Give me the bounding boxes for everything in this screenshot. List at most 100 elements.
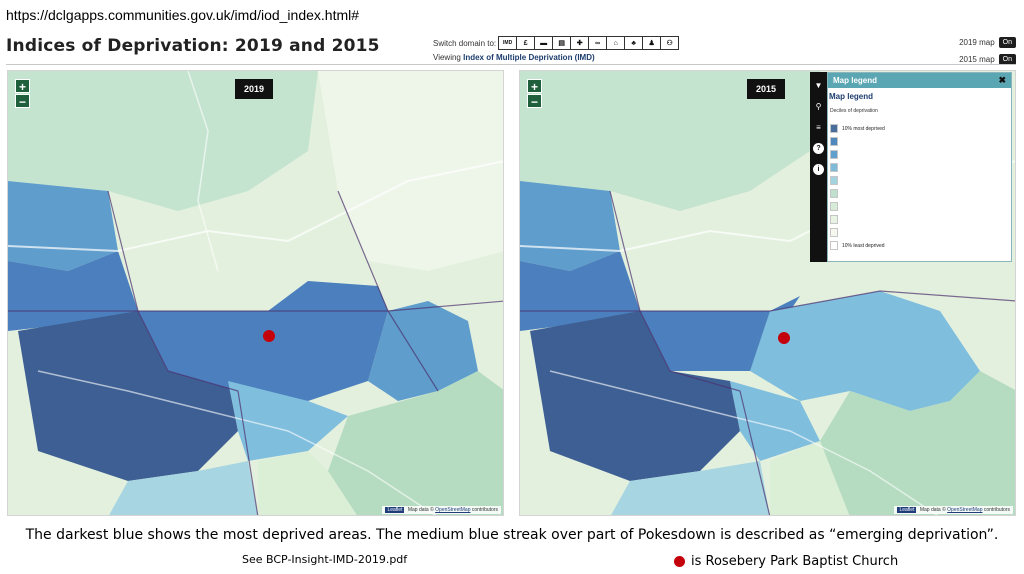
legend-swatch xyxy=(830,150,838,159)
environment-icon[interactable]: ♣ xyxy=(624,36,644,50)
decile-3-area xyxy=(8,181,118,271)
source-note: See BCP-Insight-IMD-2019.pdf xyxy=(242,553,408,566)
decile-3-east xyxy=(368,301,478,401)
map-2019[interactable]: + − 2019 Leaflet Map data © OpenStreetMa… xyxy=(7,70,504,516)
page-url: https://dclgapps.communities.gov.uk/imd/… xyxy=(6,7,360,23)
map-attribution: Leaflet Map data © OpenStreetMap contrib… xyxy=(894,506,1013,514)
attribution-contributors: contributors xyxy=(983,507,1010,513)
close-icon[interactable]: ✖ xyxy=(998,75,1006,85)
legend-item xyxy=(830,213,1011,226)
legend-subtitle: Deciles of deprivation xyxy=(830,108,878,114)
toggle-2019-label: 2019 map xyxy=(959,38,995,47)
toggle-2015-map[interactable]: 2015 map On xyxy=(959,54,1016,65)
menu-icon[interactable]: ≡ xyxy=(816,123,821,132)
legend-swatch xyxy=(830,163,838,172)
attribution-text: Map data © xyxy=(407,507,434,513)
legend-swatch xyxy=(830,176,838,185)
map-2015-canvas[interactable] xyxy=(520,71,1016,516)
crime-icon[interactable]: ∞ xyxy=(588,36,608,50)
osm-link[interactable]: OpenStreetMap xyxy=(947,507,983,513)
legend-swatch xyxy=(830,137,838,146)
map-2015-zoom-controls: + − xyxy=(527,79,542,109)
education-icon[interactable]: ▤ xyxy=(552,36,572,50)
decile-9-area xyxy=(318,71,503,271)
toggle-2019-map[interactable]: 2019 map On xyxy=(959,37,1016,48)
road-line xyxy=(8,160,503,253)
legend-item xyxy=(830,135,1011,148)
decile-4-area xyxy=(750,291,980,411)
map-legend-panel: Map legend ✖ Map legend Deciles of depri… xyxy=(827,72,1012,262)
legend-header: Map legend ✖ xyxy=(828,73,1011,88)
legend-item: 10% least deprived xyxy=(830,239,1011,252)
map-year-badge: 2019 xyxy=(235,79,274,99)
road-line xyxy=(549,370,939,515)
map-2019-canvas[interactable] xyxy=(8,71,504,516)
viewing-domain: Index of Multiple Deprivation (IMD) xyxy=(463,53,595,62)
legend-item-label: 10% least deprived xyxy=(842,242,885,249)
ward-boundary xyxy=(107,190,259,515)
legend-swatch xyxy=(830,124,838,133)
switch-domain-label: Switch domain to: xyxy=(433,38,497,48)
imd-icon[interactable]: IMD xyxy=(498,36,518,50)
health-icon[interactable]: ✚ xyxy=(570,36,590,50)
info-icon[interactable]: i xyxy=(813,164,824,175)
decile-1-area xyxy=(530,311,740,481)
decile-7-area xyxy=(520,71,820,211)
legend-swatch xyxy=(830,189,838,198)
search-icon[interactable]: ⚲ xyxy=(815,102,822,111)
decile-4-area xyxy=(228,381,348,461)
help-icon[interactable]: ? xyxy=(813,143,824,154)
viewing-prefix: Viewing xyxy=(433,53,461,62)
osm-link[interactable]: OpenStreetMap xyxy=(435,507,471,513)
map-attribution: Leaflet Map data © OpenStreetMap contrib… xyxy=(382,506,501,514)
legend-header-label: Map legend xyxy=(833,76,878,85)
legend-item xyxy=(830,161,1011,174)
domain-switcher: Switch domain to: IMD £ ▬ ▤ ✚ ∞ ⌂ ♣ ♟ ⚇ xyxy=(433,36,680,50)
income-icon[interactable]: £ xyxy=(516,36,536,50)
ward-boundary xyxy=(8,300,503,312)
pin-icon[interactable]: ▼ xyxy=(814,81,823,90)
employment-icon[interactable]: ▬ xyxy=(534,36,554,50)
decile-1-area xyxy=(18,311,238,481)
older-people-icon[interactable]: ⚇ xyxy=(660,36,680,50)
legend-item xyxy=(830,200,1011,213)
legend-swatch xyxy=(830,202,838,211)
children-icon[interactable]: ♟ xyxy=(642,36,662,50)
toggle-2015-label: 2015 map xyxy=(959,55,995,64)
toggle-2019-on[interactable]: On xyxy=(998,37,1016,48)
attribution-text: Map data © xyxy=(919,507,946,513)
legend-toolbar: ▼ ⚲ ≡ ? i xyxy=(810,72,827,262)
decile-7-area xyxy=(8,71,318,211)
legend-item: 10% most deprived xyxy=(830,122,1011,135)
map-2015[interactable]: + − 2015 Leaflet Map data © OpenStreetMa… xyxy=(519,70,1016,516)
legend-swatch xyxy=(830,241,838,250)
church-key-label: is Rosebery Park Baptist Church xyxy=(691,554,899,569)
zoom-out-button[interactable]: − xyxy=(527,94,542,109)
decile-5-area xyxy=(109,461,258,515)
caption-text: The darkest blue shows the most deprived… xyxy=(25,527,999,543)
leaflet-link[interactable]: Leaflet xyxy=(385,507,405,513)
legend-swatch xyxy=(830,228,838,237)
leaflet-link[interactable]: Leaflet xyxy=(897,507,917,513)
zoom-out-button[interactable]: − xyxy=(15,94,30,109)
red-dot-icon xyxy=(674,556,685,567)
attribution-contributors: contributors xyxy=(471,507,498,513)
domain-button-group: IMD £ ▬ ▤ ✚ ∞ ⌂ ♣ ♟ ⚇ xyxy=(498,36,680,50)
legend-item xyxy=(830,148,1011,161)
legend-item xyxy=(830,226,1011,239)
map-year-badge: 2015 xyxy=(747,79,786,99)
toggle-2015-on[interactable]: On xyxy=(998,54,1016,65)
ward-boundary xyxy=(609,190,771,515)
decile-5-area xyxy=(611,461,770,515)
zoom-in-button[interactable]: + xyxy=(15,79,30,94)
church-marker-2019 xyxy=(263,330,275,342)
zoom-in-button[interactable]: + xyxy=(527,79,542,94)
header-divider xyxy=(6,64,1016,65)
decile-8-area xyxy=(770,441,850,515)
map-2019-zoom-controls: + − xyxy=(15,79,30,109)
legend-title: Map legend xyxy=(829,92,874,101)
legend-item-label: 10% most deprived xyxy=(842,125,885,132)
legend-list: 10% most deprived 10% least deprived xyxy=(828,122,1011,252)
housing-icon[interactable]: ⌂ xyxy=(606,36,626,50)
legend-swatch xyxy=(830,215,838,224)
